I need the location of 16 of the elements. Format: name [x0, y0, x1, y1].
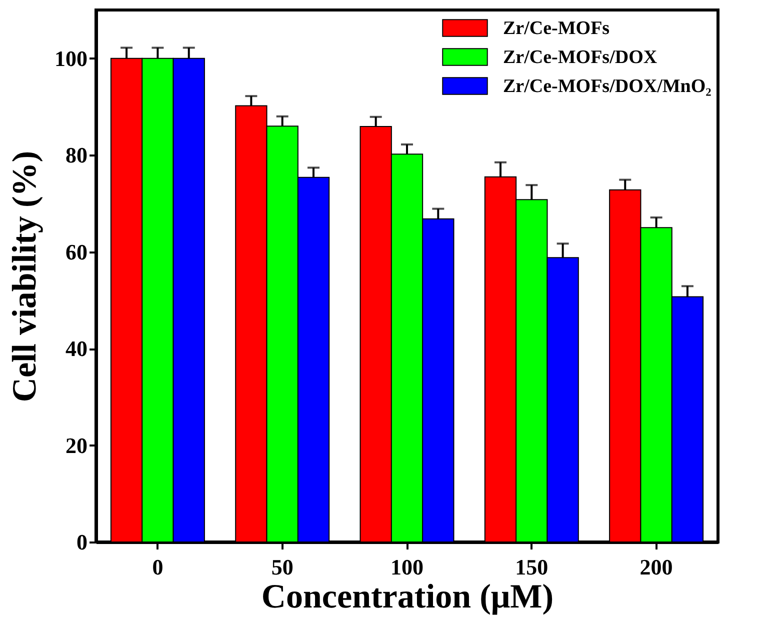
x-axis-title: Concentration (μM) [261, 578, 554, 616]
legend-label: Zr/Ce-MOFs [503, 18, 610, 39]
y-tick-label: 100 [54, 46, 88, 71]
y-tick-label: 0 [76, 530, 88, 554]
x-tick-label: 50 [271, 554, 294, 580]
y-tick-label: 20 [66, 432, 88, 458]
x-tick-label: 100 [390, 554, 424, 580]
x-tick-label: 200 [640, 554, 673, 580]
legend-label: Zr/Ce-MOFs/DOX/MnO₂ [503, 76, 712, 97]
y-tick-label: 40 [66, 336, 88, 362]
x-tick-label: 0 [152, 554, 164, 580]
x-tick-label: 150 [515, 554, 548, 580]
y-tick-label: 60 [66, 239, 88, 264]
y-tick-label: 80 [66, 142, 88, 168]
legend-label: Zr/Ce-MOFs/DOX [503, 47, 658, 68]
y-axis-title: Cell viability (%) [6, 150, 44, 402]
